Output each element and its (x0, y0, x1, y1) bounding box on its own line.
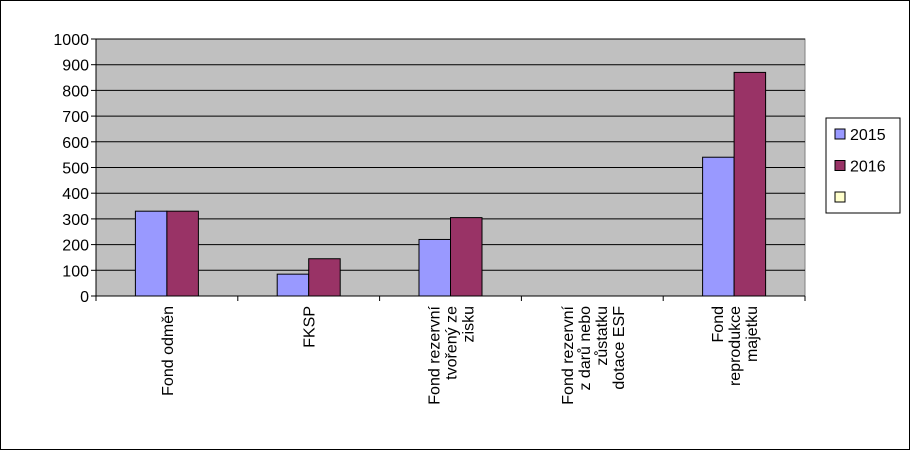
label-line: zůstatku (593, 306, 611, 366)
bar (733, 71, 767, 297)
y-tick-label: 600 (62, 135, 89, 152)
y-tick-label: 1000 (53, 32, 89, 49)
label-line: Fond (710, 306, 727, 342)
legend-swatch (834, 160, 846, 171)
bar (702, 156, 735, 297)
x-tick-label: Fond rezervníz darů nebozůstatkudotace E… (560, 305, 628, 404)
legend-swatch (834, 128, 846, 140)
x-tick-label: Fond rezervnítvořený zezisku (427, 305, 478, 404)
y-tick-label: 700 (62, 109, 89, 126)
bar (308, 258, 341, 297)
label-line: reprodukce (727, 306, 744, 386)
y-tick-label: 100 (62, 263, 89, 280)
label-line: FKSP (302, 306, 319, 348)
y-tick-label: 0 (80, 289, 89, 306)
legend-label: 2016 (850, 159, 886, 176)
bar (166, 210, 199, 297)
x-tick-label: Fond odměn (160, 306, 177, 396)
bar (450, 217, 483, 297)
y-tick-label: 200 (62, 238, 89, 255)
x-tick-label: FKSP (302, 306, 319, 348)
legend-swatch (834, 191, 846, 203)
y-tick-label: 800 (62, 83, 89, 100)
label-line: dotace ESF (611, 306, 628, 390)
bar (134, 210, 168, 297)
y-tick-label: 400 (62, 186, 89, 203)
label-line: Fond odměn (160, 306, 177, 396)
bar (418, 238, 451, 297)
label-line: tvořený ze (444, 306, 461, 380)
label-line: zisku (461, 306, 478, 342)
legend-label: 2015 (850, 127, 886, 144)
label-line: z darů nebo (576, 306, 594, 391)
y-tick-label: 900 (62, 58, 89, 75)
x-tick-label: Fondreprodukcemajetku (710, 306, 761, 386)
label-line: Fond rezervní (427, 305, 444, 404)
bar (276, 273, 310, 297)
label-line: majetku (744, 306, 761, 362)
label-line: Fond rezervní (560, 305, 577, 404)
y-tick-label: 500 (62, 161, 89, 178)
y-tick-label: 300 (62, 212, 89, 229)
